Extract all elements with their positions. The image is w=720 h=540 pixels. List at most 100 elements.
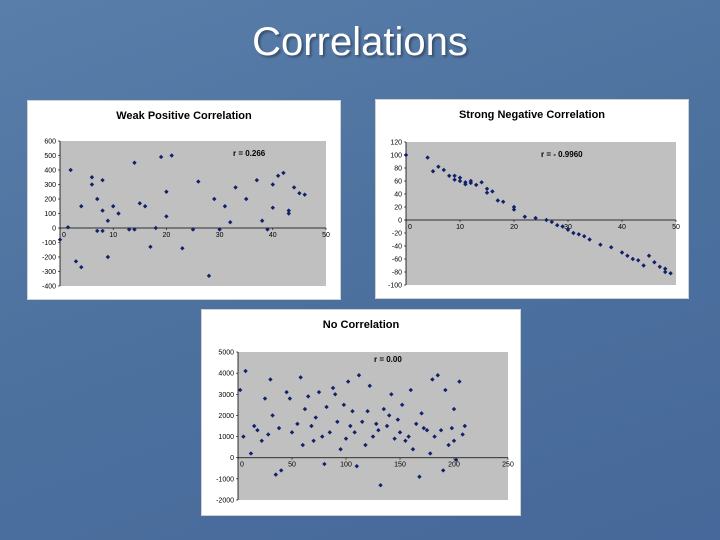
data-point — [652, 260, 657, 265]
data-point — [452, 177, 457, 182]
plot-area — [406, 142, 676, 285]
data-point — [268, 377, 273, 382]
x-tick-label: 250 — [502, 462, 514, 469]
data-point — [100, 228, 105, 234]
y-tick-label: -40 — [392, 244, 402, 251]
data-point — [169, 153, 174, 158]
y-tick-label: 3000 — [218, 392, 234, 399]
data-point — [432, 434, 437, 439]
chart-svg-1: Strong Negative Correlation1201008060402… — [388, 109, 680, 290]
data-point — [79, 264, 84, 270]
data-point — [324, 404, 329, 410]
y-tick-label: 5000 — [218, 350, 234, 357]
data-point — [378, 483, 383, 488]
data-point — [425, 155, 430, 160]
data-point — [419, 411, 424, 416]
x-tick-label: 50 — [288, 462, 296, 469]
y-tick-label: 400 — [44, 168, 56, 175]
y-tick-label: 0 — [398, 218, 402, 225]
data-point — [428, 451, 433, 456]
x-tick-label: 100 — [340, 462, 352, 469]
data-point — [233, 185, 238, 190]
data-point — [248, 451, 254, 456]
data-point — [447, 173, 452, 178]
data-point — [430, 169, 436, 174]
data-point — [441, 468, 446, 473]
chart-title: No Correlation — [323, 319, 400, 331]
data-point — [663, 266, 668, 271]
data-point — [457, 178, 463, 184]
data-point — [446, 442, 451, 448]
data-point — [333, 392, 338, 397]
data-point — [273, 472, 278, 477]
data-point — [100, 208, 105, 213]
data-point — [164, 214, 169, 219]
data-point — [243, 368, 248, 374]
data-point — [484, 190, 490, 195]
data-point — [57, 237, 63, 242]
y-tick-label: -20 — [392, 231, 402, 238]
x-tick-label: 200 — [448, 462, 460, 469]
x-tick-label: 0 — [408, 224, 412, 231]
data-point — [73, 259, 79, 264]
data-point — [490, 189, 495, 194]
data-point — [598, 242, 603, 247]
y-tick-label: 40 — [394, 192, 402, 199]
data-point — [668, 271, 673, 276]
y-tick-label: 500 — [44, 153, 56, 160]
data-point — [630, 256, 635, 262]
data-point — [262, 396, 268, 401]
data-point — [330, 385, 336, 391]
data-point — [132, 227, 137, 232]
x-tick-label: 0 — [62, 232, 66, 239]
data-point — [501, 199, 506, 204]
data-point — [389, 392, 394, 397]
data-point — [259, 438, 264, 443]
data-point — [443, 387, 448, 393]
chart-svg-0: Weak Positive Correlation600500400300200… — [42, 110, 330, 291]
data-point — [410, 447, 416, 452]
data-point — [474, 182, 479, 188]
data-point — [270, 182, 275, 187]
y-tick-label: 100 — [44, 211, 56, 218]
y-tick-label: -1000 — [216, 476, 234, 483]
data-point — [533, 215, 538, 221]
x-tick-label: 0 — [240, 462, 244, 469]
data-point — [363, 442, 368, 448]
data-point — [414, 421, 419, 427]
y-tick-label: -200 — [42, 255, 56, 262]
data-point — [403, 438, 408, 443]
data-point — [384, 423, 390, 429]
data-point — [100, 177, 105, 183]
y-tick-label: 2000 — [218, 413, 234, 420]
data-point — [265, 227, 270, 232]
y-tick-label: 20 — [394, 205, 402, 212]
data-point — [451, 406, 457, 412]
data-point — [320, 434, 325, 439]
data-point — [438, 428, 444, 433]
data-point — [206, 273, 212, 279]
data-point — [275, 173, 281, 178]
y-tick-label: 60 — [394, 179, 402, 186]
data-point — [291, 185, 297, 190]
data-point — [241, 434, 246, 439]
data-point — [313, 415, 318, 420]
data-point — [619, 250, 625, 255]
x-tick-label: 30 — [216, 232, 224, 239]
data-point — [300, 442, 305, 448]
data-point — [148, 244, 153, 250]
data-point — [132, 160, 137, 165]
x-tick-label: 40 — [269, 232, 277, 239]
data-point — [322, 461, 327, 467]
data-point — [190, 227, 196, 232]
data-point — [457, 379, 462, 384]
data-point — [343, 436, 349, 441]
data-point — [463, 182, 468, 187]
correlation-annotation: r = 0.00 — [374, 355, 402, 364]
y-tick-label: -60 — [392, 257, 402, 264]
x-tick-label: 30 — [564, 224, 572, 231]
data-point — [435, 373, 440, 378]
y-tick-label: -300 — [42, 269, 56, 276]
correlation-annotation: r = 0.266 — [233, 149, 266, 158]
data-point — [462, 423, 467, 429]
